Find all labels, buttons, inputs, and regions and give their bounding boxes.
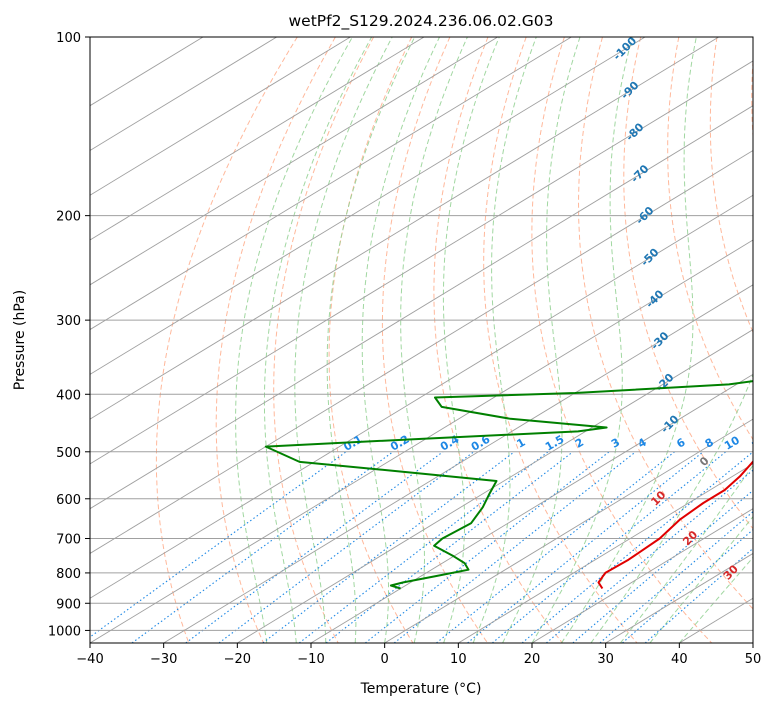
- dry-adiabat-line: [577, 37, 753, 610]
- mixing-ratio-line: [131, 451, 394, 643]
- x-axis: −40 −30 −20 −10 0 10 20 30 40 50: [76, 643, 761, 667]
- moist-adiabat-line: [620, 464, 753, 643]
- plot-frame: [89, 36, 754, 644]
- dewpoint-profile-line: [264, 380, 753, 590]
- dry-adiabats: [155, 37, 753, 643]
- isotherm-line: [90, 37, 425, 241]
- isotherm-line: [90, 37, 646, 375]
- y-tick-label: 1000: [48, 624, 81, 639]
- mixing-ratio-line: [491, 451, 727, 643]
- mixing-ratio-line: [545, 469, 753, 643]
- moist-adiabat-line: [561, 37, 697, 643]
- isotherm-line: [90, 37, 498, 286]
- mixing-ratio-line: [262, 451, 515, 643]
- x-tick-label: −30: [150, 652, 177, 667]
- x-tick-label: 10: [450, 652, 467, 667]
- moist-adiabat-line: [442, 37, 500, 643]
- isotherm-line: [531, 508, 753, 643]
- x-tick-label: 40: [671, 652, 688, 667]
- isotherm-line: [90, 37, 351, 196]
- mixing-ratio-line: [467, 451, 704, 643]
- y-tick-label: 500: [56, 446, 81, 461]
- isotherm-line: [90, 37, 572, 331]
- isotherm-line: [384, 418, 753, 643]
- dry-adiabat-line: [483, 37, 638, 643]
- x-axis-label: Temperature (°C): [360, 681, 482, 697]
- y-tick-label: 600: [56, 493, 81, 508]
- y-tick-label: 700: [56, 533, 81, 548]
- x-tick-label: −10: [297, 652, 324, 667]
- mixing-ratio-line: [393, 451, 637, 643]
- dry-adiabat-line: [381, 37, 489, 643]
- y-tick-label: 400: [56, 388, 81, 403]
- moist-adiabat-line: [502, 37, 581, 643]
- y-axis: 1000 900 800 700 600 500 400 300 200 100: [48, 31, 90, 639]
- chart-title: wetPf2_S129.2024.236.06.02.G03: [289, 12, 554, 31]
- isotherm-line: [90, 194, 753, 599]
- dry-adiabat-line: [155, 37, 298, 643]
- isotherm-line: [90, 149, 753, 554]
- mixing-ratio-line: [521, 451, 753, 643]
- isotherm-line: [237, 329, 753, 643]
- moist-adiabat-line: [531, 37, 633, 643]
- temperature-profile-line: [597, 460, 753, 590]
- pressure-gridlines: [90, 37, 753, 631]
- mixing-ratio-label: 13: [749, 434, 769, 453]
- dry-adiabat-line: [433, 37, 563, 643]
- x-tick-label: −40: [76, 652, 103, 667]
- x-tick-label: −20: [224, 652, 251, 667]
- moist-adiabat-line: [472, 37, 537, 643]
- isotherm-line: [90, 37, 719, 420]
- isotherm-line: [458, 463, 753, 643]
- moist-adiabat-line: [263, 37, 373, 643]
- x-tick-label: 30: [597, 652, 614, 667]
- y-axis-label: Pressure (hPa): [12, 290, 28, 390]
- isotherm-line: [90, 105, 753, 510]
- mixing-ratio-line: [298, 451, 549, 643]
- isotherm-line: [163, 284, 753, 643]
- x-tick-label: 0: [381, 652, 389, 667]
- y-tick-label: 100: [56, 31, 81, 46]
- profiles: [264, 380, 753, 590]
- y-tick-label: 200: [56, 210, 81, 225]
- y-tick-label: 300: [56, 314, 81, 329]
- dry-adiabat-line: [215, 37, 336, 643]
- x-tick-label: 50: [745, 652, 762, 667]
- x-tick-label: 20: [524, 652, 541, 667]
- isotherm-line: [310, 373, 753, 643]
- y-tick-label: 800: [56, 567, 81, 582]
- dry-adiabat-line: [623, 37, 753, 530]
- moist-adiabat-line: [590, 373, 753, 643]
- mixing-ratio-line: [572, 489, 753, 643]
- mixing-ratio-line: [90, 451, 347, 638]
- y-tick-label: 900: [56, 597, 81, 612]
- moist-adiabat-line: [235, 37, 353, 643]
- mixing-ratio-lines: [90, 451, 753, 643]
- mixing-ratio-line: [325, 451, 574, 643]
- moist-adiabat-line: [361, 37, 440, 643]
- isotherm-line: [90, 60, 753, 465]
- moist-adiabat-line: [294, 37, 393, 643]
- isotherm-line: [90, 239, 753, 643]
- mixing-ratio-line: [436, 451, 675, 643]
- isotherm-line: [90, 37, 277, 151]
- moist-adiabat-line: [326, 37, 416, 643]
- isotherm-grid: [90, 37, 753, 643]
